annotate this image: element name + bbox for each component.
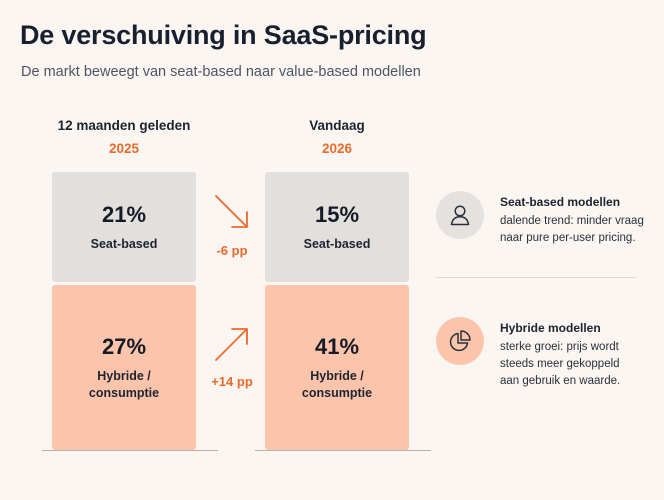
segment-label: Seat-based [303, 236, 371, 251]
arrow-up-right-icon [215, 328, 248, 361]
change-seat-based: -6 pp [216, 243, 248, 258]
segment-percent: 15% [314, 201, 360, 227]
column-year-past: 2025 [108, 141, 140, 156]
column-heading-now: Vandaag [309, 118, 365, 133]
segment-label-line1: Hybride / [97, 368, 151, 383]
legend-seat-based-title: Seat-based modellen [500, 195, 621, 209]
segment-seat-based-now: 15% Seat-based [265, 172, 409, 282]
page-title: De verschuiving in SaaS-pricing [20, 20, 427, 50]
page-subtitle: De markt beweegt van seat-based naar val… [21, 64, 421, 80]
arrow-down-right-icon [215, 195, 248, 228]
baseline-past [42, 450, 218, 451]
baseline-now [255, 450, 431, 451]
column-heading-past: 12 maanden geleden [57, 118, 191, 133]
column-year-now: 2026 [321, 141, 353, 156]
segment-percent: 21% [101, 201, 147, 227]
pie-chart-icon [449, 330, 471, 352]
segment-label-line2: consumptie [88, 385, 160, 400]
segment-seat-based-past: 21% Seat-based [52, 172, 196, 282]
segment-label-line2: consumptie [301, 385, 373, 400]
segment-percent: 27% [101, 333, 147, 359]
person-icon [450, 205, 470, 226]
legend-divider [436, 277, 636, 278]
segment-percent: 41% [314, 333, 360, 359]
legend-seat-based-description: dalende trend: minder vraag naar pure pe… [500, 215, 644, 244]
segment-label: Seat-based [90, 236, 158, 251]
segment-label-line1: Hybride / [310, 368, 364, 383]
legend-hybrid-title: Hybride modellen [500, 321, 601, 335]
segment-hybrid-now: 41% Hybride / consumptie [265, 285, 409, 450]
change-hybrid: +14 pp [211, 374, 253, 389]
legend-hybrid-description: sterke groei: prijs wordt steeds meer ge… [500, 341, 621, 387]
segment-hybrid-past: 27% Hybride / consumptie [52, 285, 196, 450]
legend-hybrid-badge [436, 317, 484, 365]
legend-seat-based-badge [436, 191, 484, 239]
